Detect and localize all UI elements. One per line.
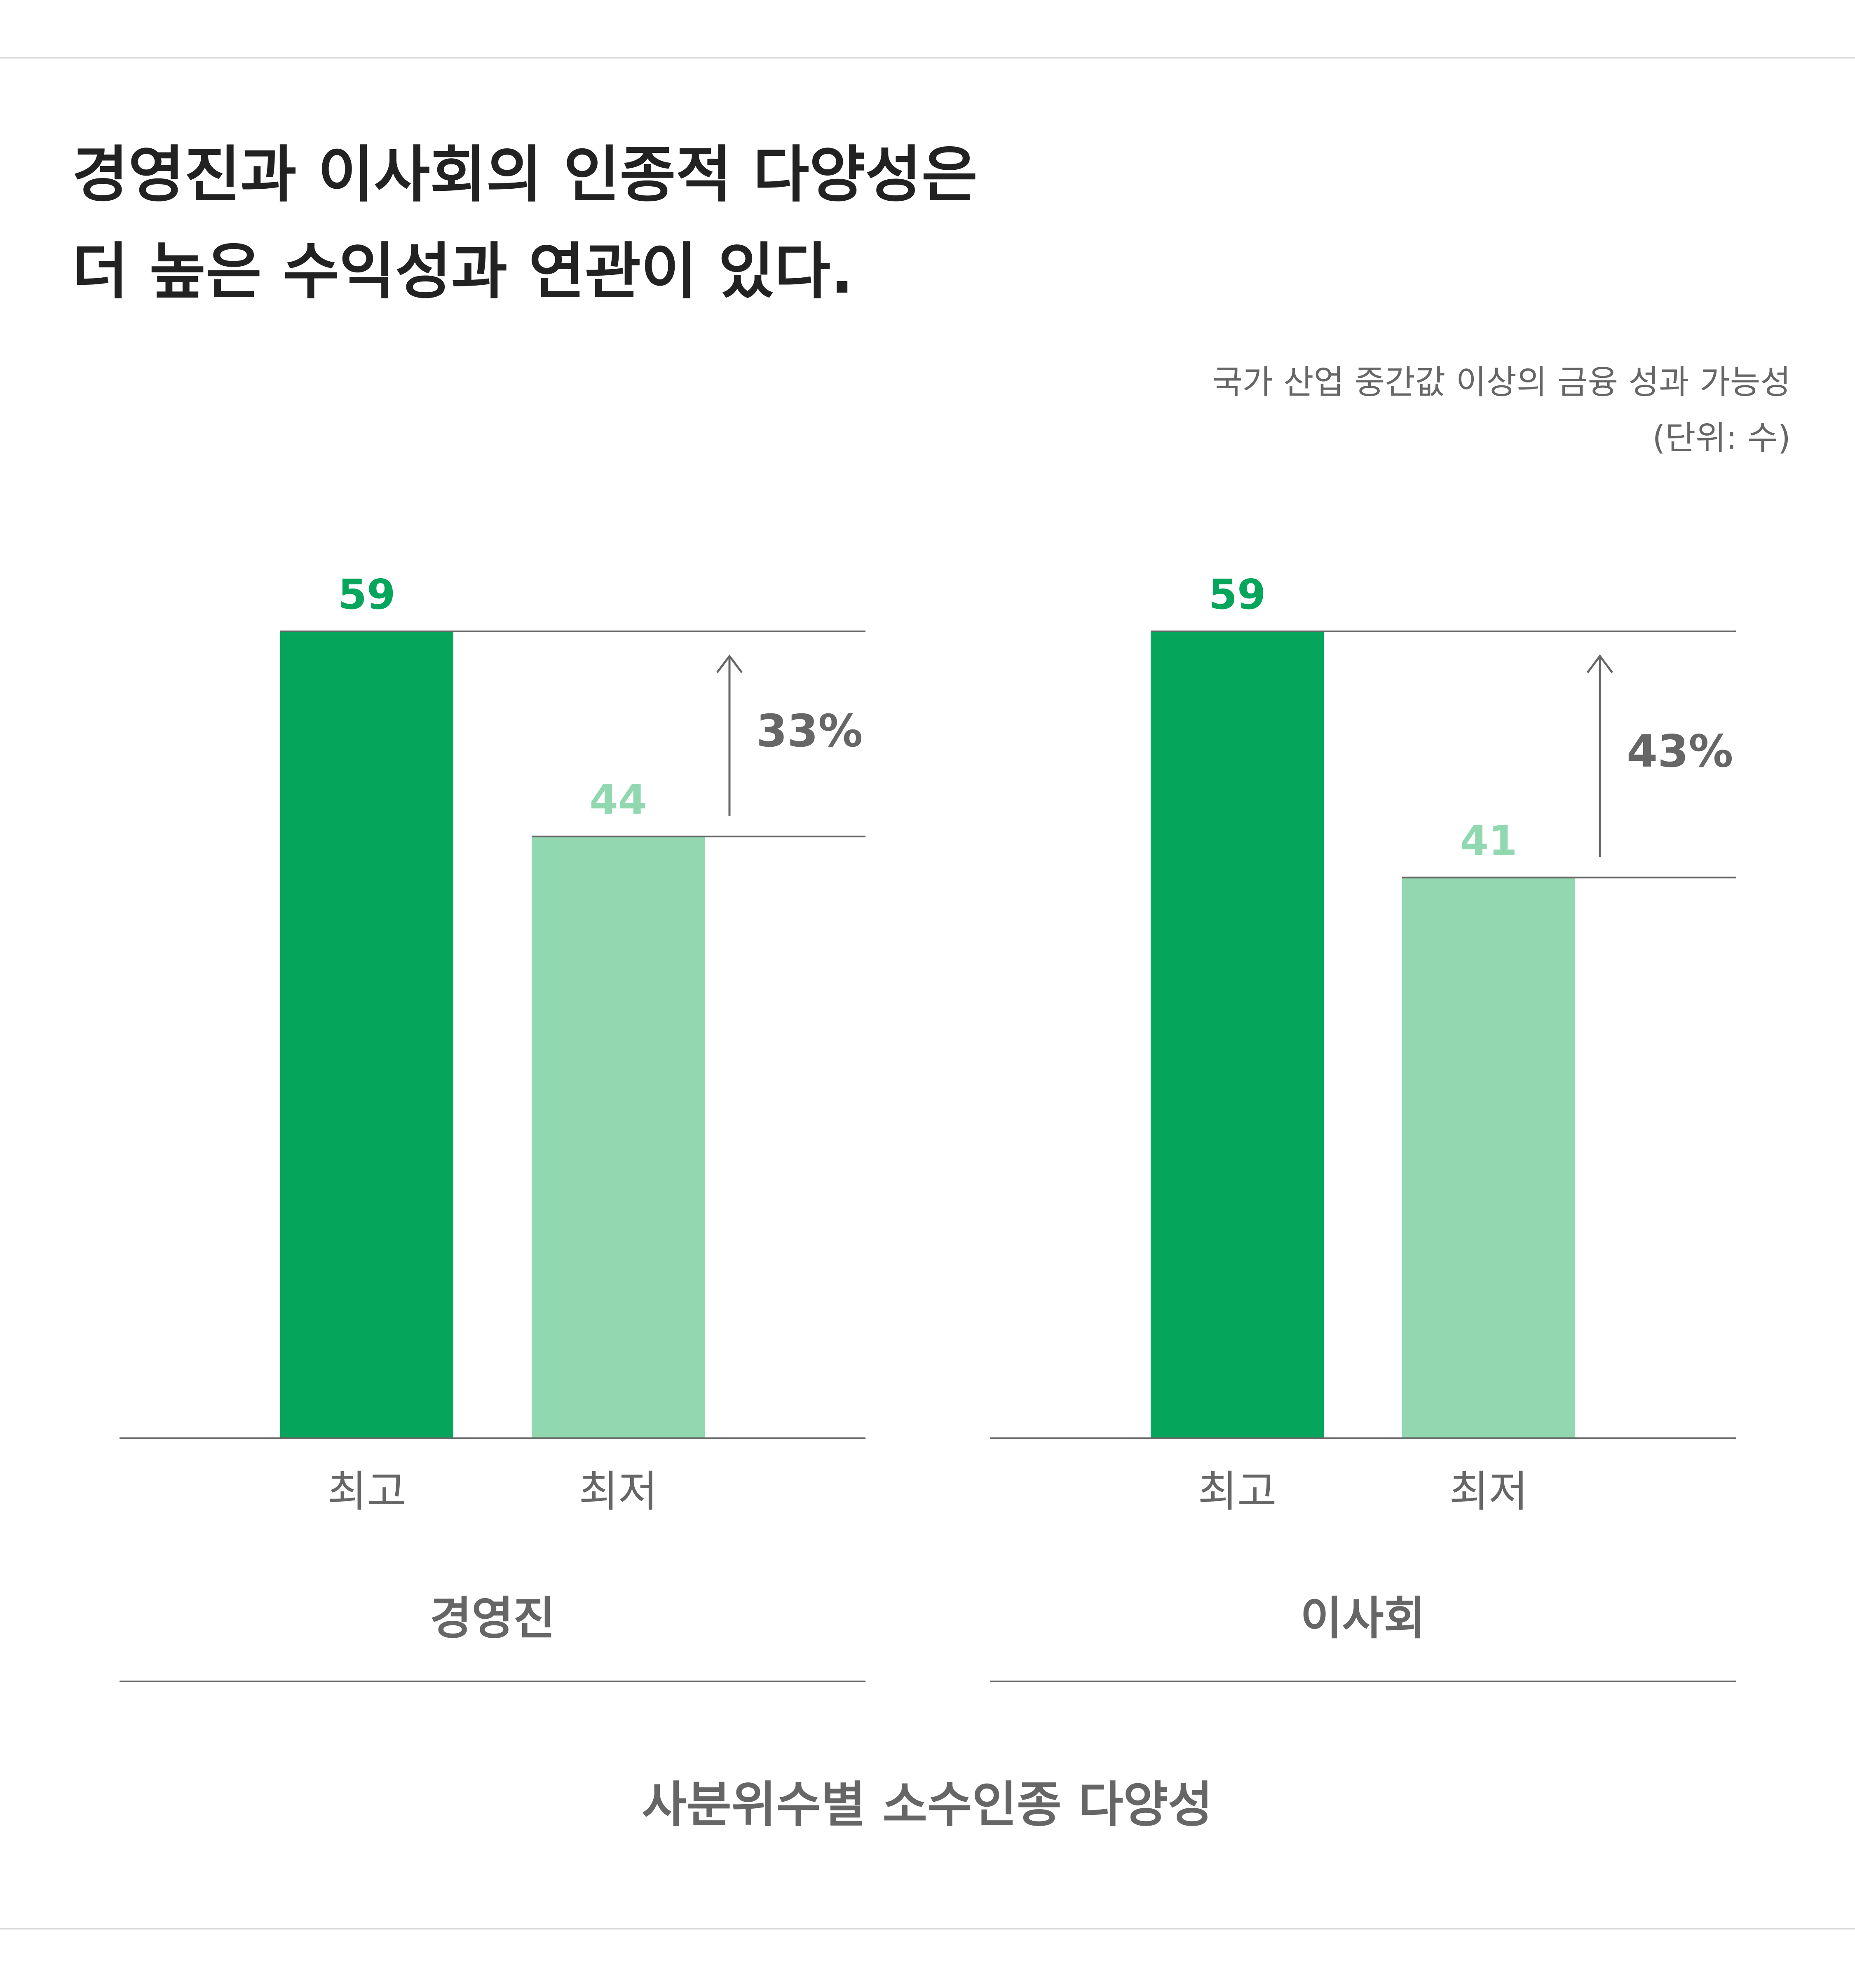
bar — [280, 631, 453, 1438]
chart-title-line-2: 더 높은 수익성과 연관이 있다. — [72, 236, 854, 307]
group-label: 이사회 — [1300, 1592, 1426, 1645]
chart-panels: 59 최고 44 최저 33% 경영진 59 최고 41 최저 43% 이사회 — [120, 570, 1736, 1682]
x-tick-label: 최저 — [1449, 1466, 1528, 1517]
chart-note-line-2: (단위: 수) — [1652, 419, 1791, 457]
data-label: 41 — [1460, 816, 1517, 865]
difference-label: 43% — [1627, 726, 1733, 778]
chart-footer-label: 사분위수별 소수인종 다양성 — [642, 1776, 1213, 1833]
bar — [1402, 877, 1575, 1438]
data-label: 59 — [338, 570, 395, 619]
bar — [1151, 631, 1324, 1438]
chart-title-line-1: 경영진과 이사회의 인종적 다양성은 — [72, 139, 978, 210]
data-label: 44 — [589, 776, 647, 824]
x-tick-label: 최저 — [579, 1466, 657, 1517]
arrow-head — [716, 654, 743, 673]
difference-label: 33% — [756, 706, 863, 757]
arrow-head — [1587, 654, 1613, 673]
x-tick-label: 최고 — [327, 1466, 406, 1517]
bar — [532, 836, 705, 1438]
chart-note-line-1: 국가 산업 중간값 이상의 금융 성과 가능성 — [1212, 363, 1791, 401]
x-tick-label: 최고 — [1198, 1466, 1276, 1517]
group-label: 경영진 — [430, 1592, 555, 1645]
data-label: 59 — [1208, 570, 1266, 619]
